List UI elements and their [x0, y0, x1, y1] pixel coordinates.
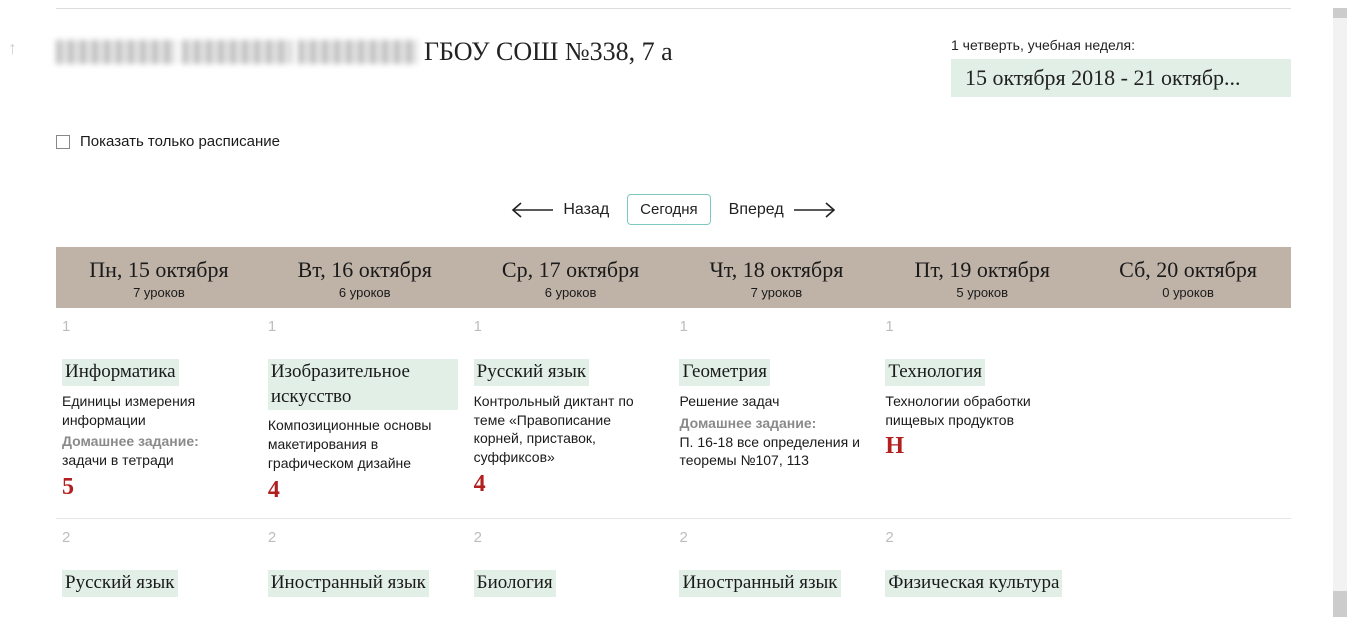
- nav-forward-button[interactable]: Вперед: [729, 201, 836, 219]
- lesson-subject[interactable]: Технология: [885, 359, 985, 386]
- lesson-cell: 1 Геометрия Решение задач Домашнее задание:…: [673, 308, 879, 518]
- lesson-number: 1: [268, 318, 458, 335]
- day-title: Пт, 19 октября: [883, 257, 1081, 283]
- week-label: 1 четверть, учебная неделя:: [951, 37, 1291, 53]
- lesson-cell: [1085, 308, 1291, 518]
- redacted-name: [56, 40, 176, 64]
- lesson-cell: 2 Иностранный язык: [262, 519, 468, 617]
- lesson-topic: Технологии обработки пищевых продуктов: [885, 392, 1075, 430]
- day-lesson-count: 5 уроков: [883, 285, 1081, 300]
- lesson-subject[interactable]: Изобразительное искусство: [268, 359, 458, 410]
- lesson-topic: Единицы измерения информации: [62, 392, 252, 430]
- scroll-top-icon[interactable]: ↑: [8, 38, 17, 59]
- day-header: Пн, 15 октября 7 уроков: [56, 247, 262, 308]
- lesson-cell: 2 Русский язык: [56, 519, 262, 617]
- day-lesson-count: 7 уроков: [677, 285, 875, 300]
- student-title: ГБОУ СОШ №338, 7 а: [56, 37, 673, 67]
- day-header: Вт, 16 октября 6 уроков: [262, 247, 468, 308]
- redacted-name: [182, 40, 292, 64]
- lesson-number: 2: [268, 529, 458, 546]
- redacted-name: [298, 40, 418, 64]
- day-title: Сб, 20 октября: [1089, 257, 1287, 283]
- lesson-cell: [1085, 519, 1291, 617]
- lesson-cell: 1 Изобразительное искусство Композиционные…: [262, 308, 468, 518]
- homework-label: Домашнее задание:: [62, 433, 252, 449]
- nav-forward-label: Вперед: [729, 201, 784, 219]
- lesson-subject[interactable]: Информатика: [62, 359, 179, 386]
- nav-today-button[interactable]: Сегодня: [627, 194, 711, 225]
- lesson-subject[interactable]: Биология: [474, 570, 556, 597]
- lesson-cell: 2 Физическая культура: [879, 519, 1085, 617]
- arrow-right-icon: [792, 201, 836, 219]
- lesson-number: 1: [885, 318, 1075, 335]
- arrow-left-icon: [511, 201, 555, 219]
- lesson-number: 1: [474, 318, 664, 335]
- lesson-cell: 1 Информатика Единицы измерения информации…: [56, 308, 262, 518]
- lesson-row-2: 2Русский язык2Иностранный язык2Биология2…: [56, 519, 1291, 617]
- lesson-topic: Контрольный диктант по теме «Правописани…: [474, 392, 664, 468]
- day-title: Чт, 18 октября: [677, 257, 875, 283]
- day-lesson-count: 7 уроков: [60, 285, 258, 300]
- nav-back-label: Назад: [563, 201, 609, 219]
- day-title: Пн, 15 октября: [60, 257, 258, 283]
- scrollbar-vertical[interactable]: [1333, 8, 1347, 617]
- lesson-subject[interactable]: Русский язык: [474, 359, 590, 386]
- day-header: Ср, 17 октября 6 уроков: [468, 247, 674, 308]
- lesson-grade: 4: [474, 471, 664, 498]
- lesson-subject[interactable]: Физическая культура: [885, 570, 1062, 597]
- day-header: Сб, 20 октября 0 уроков: [1085, 247, 1291, 308]
- lesson-number: 1: [679, 318, 869, 335]
- lesson-subject[interactable]: Геометрия: [679, 359, 770, 386]
- lesson-cell: 1 Русский язык Контрольный диктант по теме…: [468, 308, 674, 518]
- day-title: Вт, 16 октября: [266, 257, 464, 283]
- lesson-grade: Н: [885, 433, 1075, 460]
- lesson-number: 2: [62, 529, 252, 546]
- lesson-subject[interactable]: Русский язык: [62, 570, 178, 597]
- lesson-subject[interactable]: Иностранный язык: [268, 570, 429, 597]
- lesson-cell: 2 Биология: [468, 519, 674, 617]
- day-lesson-count: 0 уроков: [1089, 285, 1287, 300]
- lesson-number: 2: [679, 529, 869, 546]
- homework-text: П. 16-18 все определения и теоремы №107,…: [679, 433, 869, 471]
- schedule-only-checkbox[interactable]: [56, 135, 70, 149]
- lesson-number: 2: [474, 529, 664, 546]
- schedule-only-label[interactable]: Показать только расписание: [80, 133, 280, 150]
- lesson-topic: Решение задач: [679, 392, 869, 411]
- week-nav: Назад Сегодня Вперед: [56, 194, 1291, 225]
- lesson-subject[interactable]: Иностранный язык: [679, 570, 840, 597]
- lesson-cell: 1 Технология Технологии обработки пищевых …: [879, 308, 1085, 518]
- day-lesson-count: 6 уроков: [266, 285, 464, 300]
- lesson-grade: 4: [268, 477, 458, 504]
- lesson-topic: Композиционные основы макетирования в гр…: [268, 416, 458, 473]
- lesson-cell: 2 Иностранный язык: [673, 519, 879, 617]
- homework-label: Домашнее задание:: [679, 415, 869, 431]
- days-header-row: Пн, 15 октября 7 уроков Вт, 16 октября 6 ур…: [56, 247, 1291, 308]
- page-header: ГБОУ СОШ №338, 7 а 1 четверть, учебная н…: [56, 37, 1291, 97]
- lesson-number: 2: [885, 529, 1075, 546]
- lesson-grade: 5: [62, 474, 252, 501]
- day-header: Чт, 18 октября 7 уроков: [673, 247, 879, 308]
- lesson-number: 1: [62, 318, 252, 335]
- week-range-selector[interactable]: 15 октября 2018 - 21 октябр...: [951, 59, 1291, 97]
- lesson-row-1: 1 Информатика Единицы измерения информации…: [56, 308, 1291, 519]
- day-title: Ср, 17 октября: [472, 257, 670, 283]
- nav-back-button[interactable]: Назад: [511, 201, 609, 219]
- school-class-text: ГБОУ СОШ №338, 7 а: [424, 37, 673, 67]
- homework-text: задачи в тетради: [62, 451, 252, 470]
- day-lesson-count: 6 уроков: [472, 285, 670, 300]
- day-header: Пт, 19 октября 5 уроков: [879, 247, 1085, 308]
